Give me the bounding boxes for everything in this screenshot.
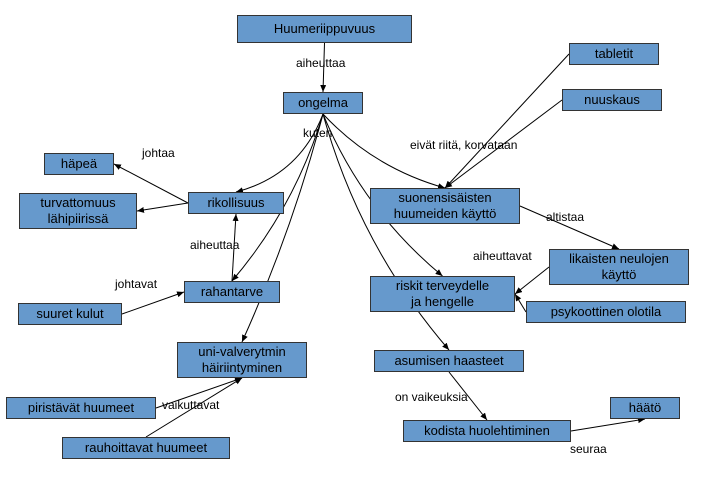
node-suuret_kulut: suuret kulut [18,303,122,325]
edge-tabletit-suonensisaisten [445,54,569,188]
node-huumeriippuvuus: Huumeriippuvuus [237,15,412,43]
edge-label: johtaa [142,146,175,160]
node-rauhoittavat: rauhoittavat huumeet [62,437,230,459]
edge-label: aiheuttaa [190,238,239,252]
node-hapea: häpeä [44,153,114,175]
node-turvattomuus: turvattomuus lähipiirissä [19,193,137,229]
edge-rikollisuus-turvattomuus [137,203,188,211]
edge-ongelma-univalve [242,114,323,342]
concept-map: Huumeriippuvuus ongelma tabletit nuuskaus hä… [0,0,707,500]
edge-label: altistaa [546,210,584,224]
edge-label: eivät riitä, korvataan [410,138,517,152]
edge-label: seuraa [570,442,607,456]
edge-label: aiheuttaa [296,56,345,70]
node-suonensisaisten: suonensisäisten huumeiden käyttö [370,188,520,224]
node-tabletit: tabletit [569,43,659,65]
edge-likaiset_neulat-riskit [515,267,549,294]
edge-label: kuten [303,126,332,140]
node-psykoottinen: psykoottinen olotila [526,301,686,323]
edge-suuret_kulut-rahantarve [122,292,184,314]
node-haato: häätö [610,397,680,419]
edge-label: vaikuttavat [162,398,219,412]
edge-label: on vaikeuksia [395,390,468,404]
edge-psykoottinen-riskit [515,294,526,312]
node-kodista: kodista huolehtiminen [403,420,571,442]
node-ongelma: ongelma [283,92,363,114]
node-rikollisuus: rikollisuus [188,192,284,214]
edge-kodista-haato [571,419,645,431]
node-nuuskaus: nuuskaus [562,89,662,111]
node-rahantarve: rahantarve [184,281,280,303]
node-likaiset_neulat: likaisten neulojen käyttö [549,249,689,285]
node-piristavat: piristävät huumeet [6,397,156,419]
node-univalve: uni-valverytmin häiriintyminen [177,342,307,378]
node-asumisen: asumisen haasteet [374,350,524,372]
node-riskit: riskit terveydelle ja hengelle [370,276,515,312]
edge-label: aiheuttavat [473,249,532,263]
edge-label: johtavat [115,277,157,291]
